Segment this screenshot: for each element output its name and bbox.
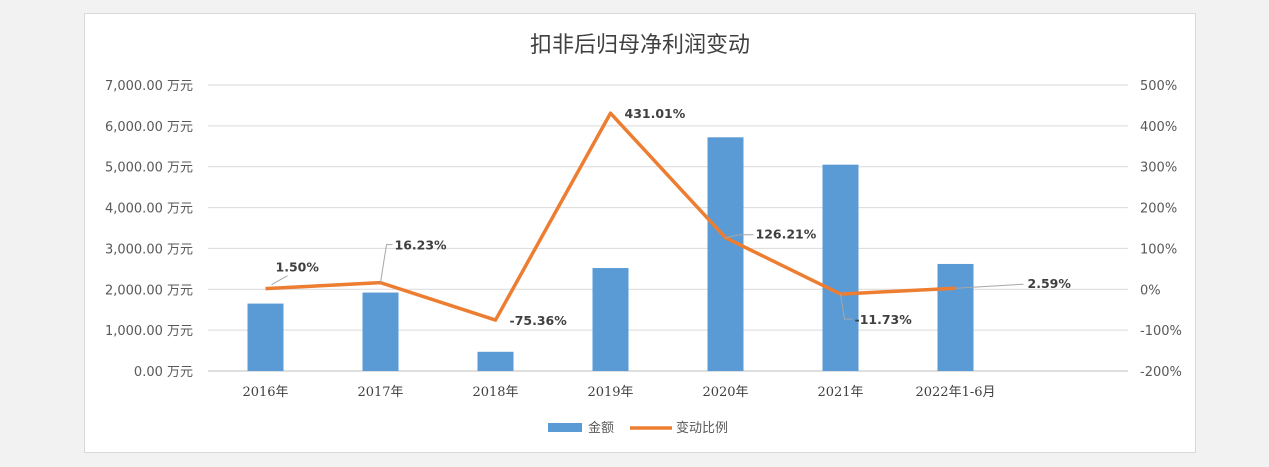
bar — [707, 137, 744, 371]
bar — [362, 292, 399, 371]
label-leader — [271, 275, 288, 286]
x-tick-label: 2020年 — [702, 385, 748, 400]
x-tick-label: 2016年 — [242, 385, 288, 400]
x-tick-label: 2017年 — [357, 385, 403, 400]
legend: 金额 变动比例 — [548, 420, 728, 436]
data-label: 1.50% — [276, 260, 320, 275]
right-y-tick-label: 0% — [1140, 283, 1161, 298]
right-y-tick-label: 400% — [1140, 120, 1177, 135]
left-y-tick-label: 3,000.00 万元 — [105, 242, 193, 257]
x-axis-ticks: 2016年 2017年 2018年 2019年 2020年 2021年 2022年1-6月 — [242, 385, 995, 400]
left-y-tick-label: 1,000.00 万元 — [105, 324, 193, 339]
legend-label: 金额 — [588, 420, 614, 436]
legend-swatch-bar — [548, 423, 582, 432]
chart-frame — [84, 13, 1196, 453]
label-leader — [380, 244, 393, 283]
bar — [477, 351, 514, 371]
right-y-tick-label: 100% — [1140, 242, 1177, 257]
legend-label: 变动比例 — [676, 420, 728, 436]
left-y-tick-label: 0.00 万元 — [134, 365, 193, 380]
data-label: -75.36% — [510, 313, 568, 328]
bar — [592, 268, 629, 371]
right-y-tick-label: 500% — [1140, 79, 1177, 94]
right-y-tick-label: 200% — [1140, 202, 1177, 217]
left-y-tick-label: 5,000.00 万元 — [105, 161, 193, 176]
gridlines — [208, 84, 1128, 372]
bar — [937, 263, 974, 371]
x-tick-label: 2019年 — [587, 385, 633, 400]
data-label: 2.59% — [1028, 276, 1072, 291]
left-y-tick-label: 7,000.00 万元 — [105, 79, 193, 94]
data-label: -11.73% — [855, 312, 913, 327]
label-leader — [955, 283, 1024, 289]
x-tick-label: 2018年 — [472, 385, 518, 400]
data-label: 431.01% — [625, 106, 686, 121]
right-axis-ticks: -200% -100% 0% 100% 200% 300% 400% 500% — [1140, 79, 1182, 380]
label-leader — [725, 234, 754, 239]
x-tick-label: 2021年 — [817, 385, 863, 400]
chart-title: 扣非后归母净利润变动 — [530, 33, 750, 58]
right-y-tick-label: -200% — [1140, 365, 1182, 380]
right-y-tick-label: -100% — [1140, 324, 1182, 339]
label-leader — [840, 293, 853, 320]
left-axis-ticks: 0.00 万元 1,000.00 万元 2,000.00 万元 3,000.00 万元… — [105, 79, 193, 380]
bar — [822, 164, 859, 371]
left-y-tick-label: 6,000.00 万元 — [105, 120, 193, 135]
bar-series — [247, 137, 974, 371]
x-tick-label: 2022年1-6月 — [915, 385, 995, 400]
left-y-tick-label: 4,000.00 万元 — [105, 202, 193, 217]
line-series: 1.50% 16.23% -75.36% 431.01% 126.21% -11.73% 2… — [265, 106, 1072, 328]
data-label: 126.21% — [756, 227, 817, 242]
right-y-tick-label: 300% — [1140, 161, 1177, 176]
bar — [247, 303, 284, 371]
left-y-tick-label: 2,000.00 万元 — [105, 283, 193, 298]
data-label: 16.23% — [395, 238, 448, 253]
